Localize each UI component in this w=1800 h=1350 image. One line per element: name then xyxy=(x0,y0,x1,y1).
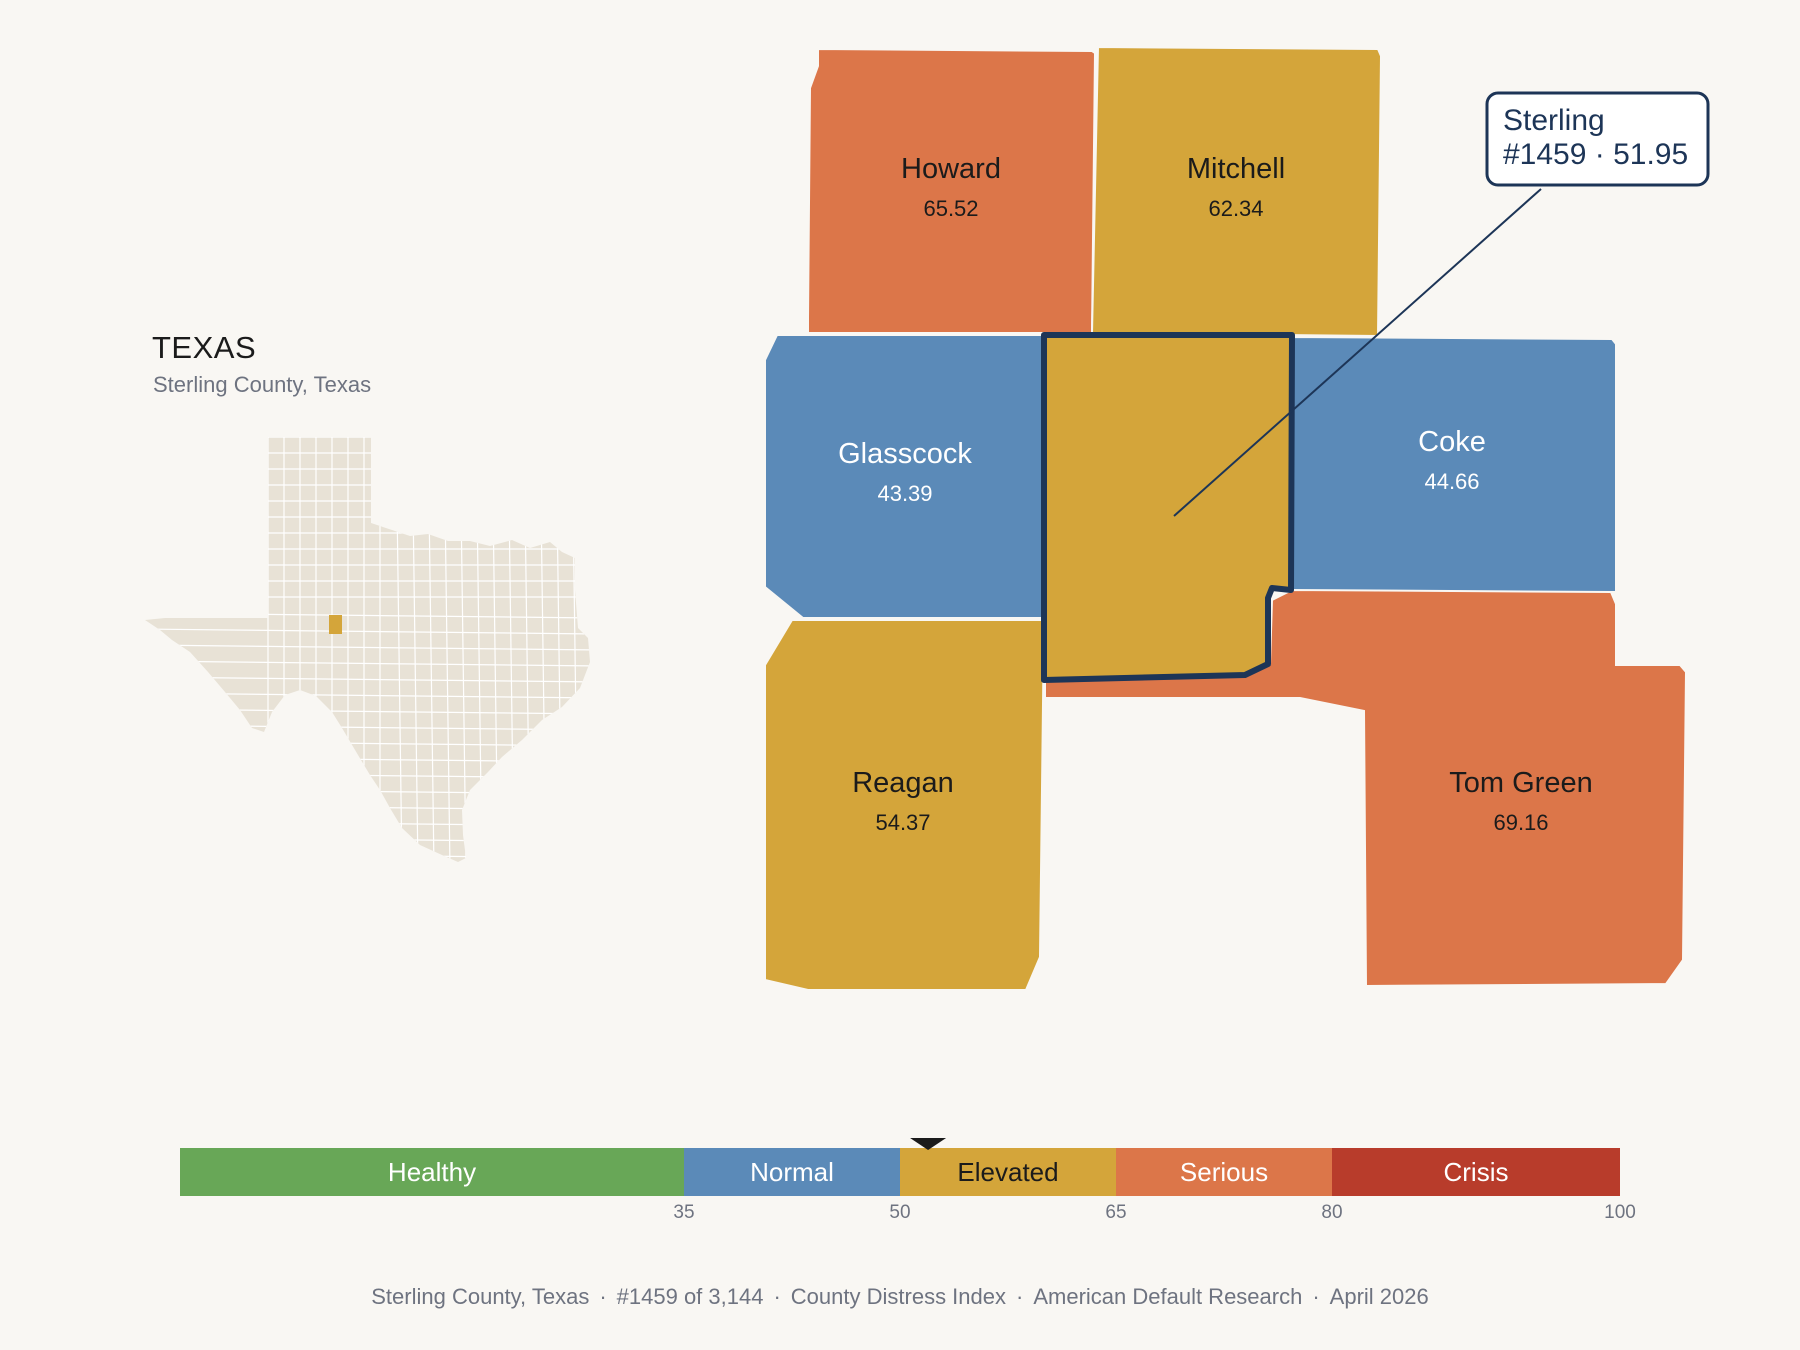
footer-caption: Sterling County, Texas · #1459 of 3,144 · Co… xyxy=(371,1284,1429,1309)
county-value-label: 44.66 xyxy=(1424,469,1479,494)
label-glasscock: Glasscock 43.39 xyxy=(838,438,972,506)
legend-band-label: Crisis xyxy=(1444,1157,1509,1187)
legend-band-label: Healthy xyxy=(388,1157,476,1187)
legend-band-normal xyxy=(684,1148,900,1196)
legend-band-label: Serious xyxy=(1180,1157,1268,1187)
legend-tick-label: 65 xyxy=(1105,1202,1126,1223)
county-value-label: 43.39 xyxy=(877,481,932,506)
legend-band-label: Normal xyxy=(750,1157,834,1187)
county-howard[interactable] xyxy=(807,47,1097,334)
inset-state-name: TEXAS xyxy=(152,330,257,365)
distress-legend: Healthy Normal Elevated Serious Crisis 35 50 65… xyxy=(180,1138,1636,1223)
focus-callout: Sterling #1459 · 51.95 xyxy=(1173,91,1710,517)
county-glasscock[interactable] xyxy=(764,334,1045,619)
footer-source: American Default Research xyxy=(1033,1284,1303,1309)
legend-band-serious xyxy=(1116,1148,1332,1196)
legend-band-elevated xyxy=(900,1148,1116,1196)
county-value-label: 62.34 xyxy=(1208,196,1263,221)
footer-date: April 2026 xyxy=(1329,1284,1429,1309)
footer-rank: #1459 of 3,144 xyxy=(616,1284,764,1309)
county-sterling[interactable] xyxy=(1041,332,1295,683)
legend-tick-label: 80 xyxy=(1321,1202,1342,1223)
footer-location: Sterling County, Texas xyxy=(371,1284,590,1309)
legend-band-label: Elevated xyxy=(957,1157,1058,1187)
callout-county-name: Sterling xyxy=(1503,104,1605,137)
label-howard: Howard 65.52 xyxy=(901,153,1001,221)
inset-focus-county xyxy=(329,615,342,634)
legend-band-healthy xyxy=(180,1148,684,1196)
county-name-label: Glasscock xyxy=(838,438,972,470)
county-name-label: Tom Green xyxy=(1449,767,1592,799)
legend-band-crisis xyxy=(1332,1148,1620,1196)
county-value-label: 69.16 xyxy=(1493,810,1548,835)
county-coke[interactable] xyxy=(1289,335,1617,593)
county-name-label: Coke xyxy=(1418,426,1486,458)
label-reagan: Reagan 54.37 xyxy=(852,767,954,835)
county-value-label: 54.37 xyxy=(875,810,930,835)
legend-tick-label: 50 xyxy=(889,1202,910,1223)
label-mitchell: Mitchell 62.34 xyxy=(1187,153,1285,221)
texas-inset xyxy=(145,437,590,862)
county-name-label: Reagan xyxy=(852,767,954,799)
legend-marker-triangle xyxy=(910,1138,947,1150)
county-name-label: Mitchell xyxy=(1187,153,1285,185)
footer-index: County Distress Index xyxy=(790,1284,1006,1309)
legend-tick-label: 35 xyxy=(673,1202,694,1223)
label-tomgreen: Tom Green 69.16 xyxy=(1449,767,1592,835)
county-value-label: 65.52 xyxy=(923,196,978,221)
label-coke: Coke 44.66 xyxy=(1418,426,1486,494)
callout-rank-value: #1459 · 51.95 xyxy=(1503,138,1688,171)
county-reagan[interactable] xyxy=(764,619,1046,991)
legend-tick-label: 100 xyxy=(1604,1202,1636,1223)
callout-box xyxy=(1485,91,1710,187)
county-name-label: Howard xyxy=(901,153,1001,185)
county-mitchell[interactable] xyxy=(1090,45,1383,338)
callout-leader-line xyxy=(1173,188,1542,517)
inset-subtitle: Sterling County, Texas xyxy=(153,372,372,397)
